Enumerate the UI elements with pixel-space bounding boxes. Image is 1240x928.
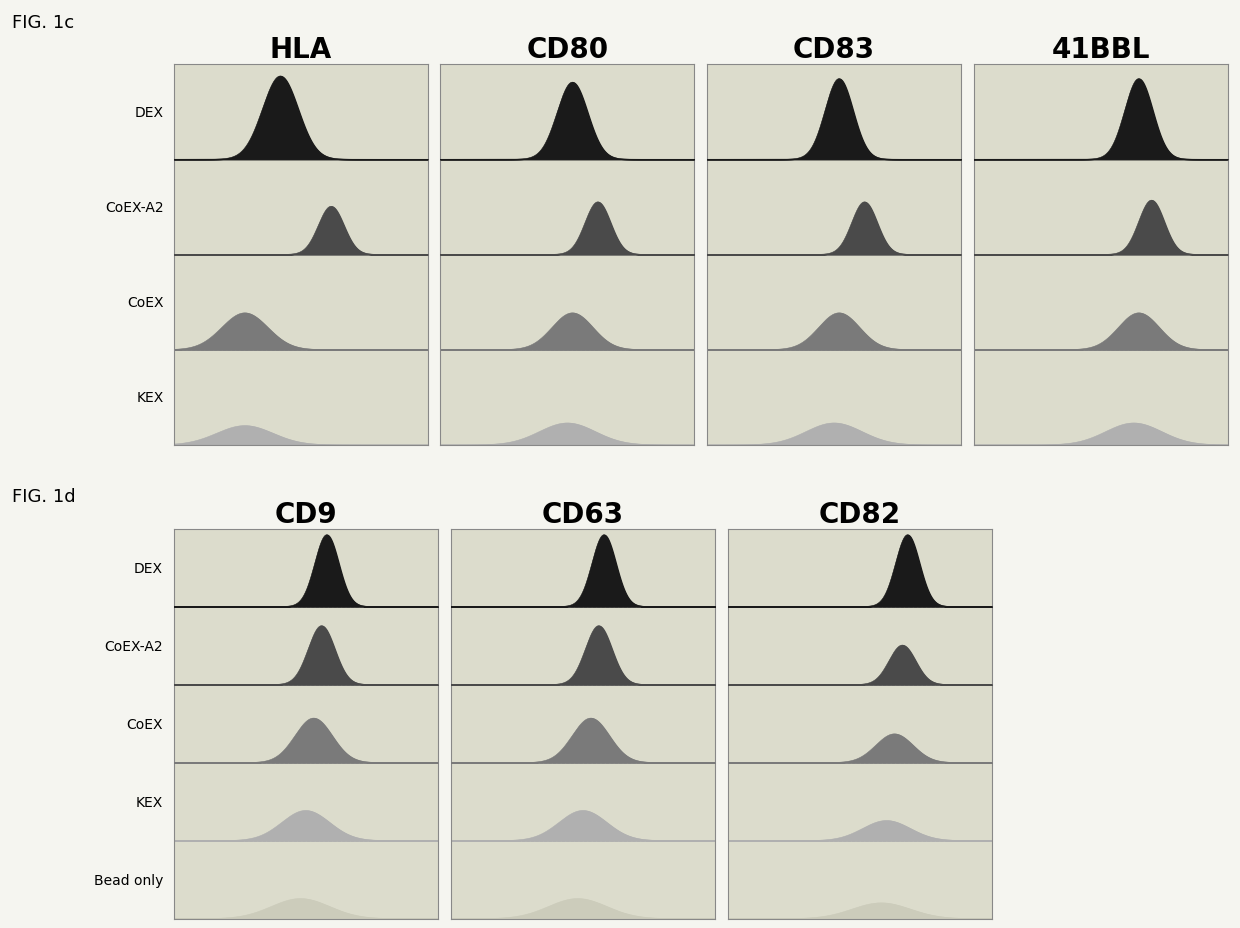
Title: CD63: CD63 [542,500,624,528]
Text: DEX: DEX [134,561,162,575]
Title: CD80: CD80 [526,36,609,64]
Title: CD82: CD82 [818,500,901,528]
Text: CoEX-A2: CoEX-A2 [104,638,162,653]
Title: 41BBL: 41BBL [1052,36,1149,64]
Text: CoEX-A2: CoEX-A2 [105,200,164,214]
Text: Bead only: Bead only [94,872,162,887]
Text: FIG. 1c: FIG. 1c [12,14,74,32]
Text: FIG. 1d: FIG. 1d [12,487,76,505]
Text: CoEX: CoEX [126,716,162,731]
Text: DEX: DEX [134,106,164,120]
Text: KEX: KEX [136,794,162,809]
Text: CoEX: CoEX [126,296,164,310]
Title: HLA: HLA [269,36,332,64]
Title: CD9: CD9 [274,500,337,528]
Title: CD83: CD83 [792,36,875,64]
Text: KEX: KEX [136,391,164,405]
